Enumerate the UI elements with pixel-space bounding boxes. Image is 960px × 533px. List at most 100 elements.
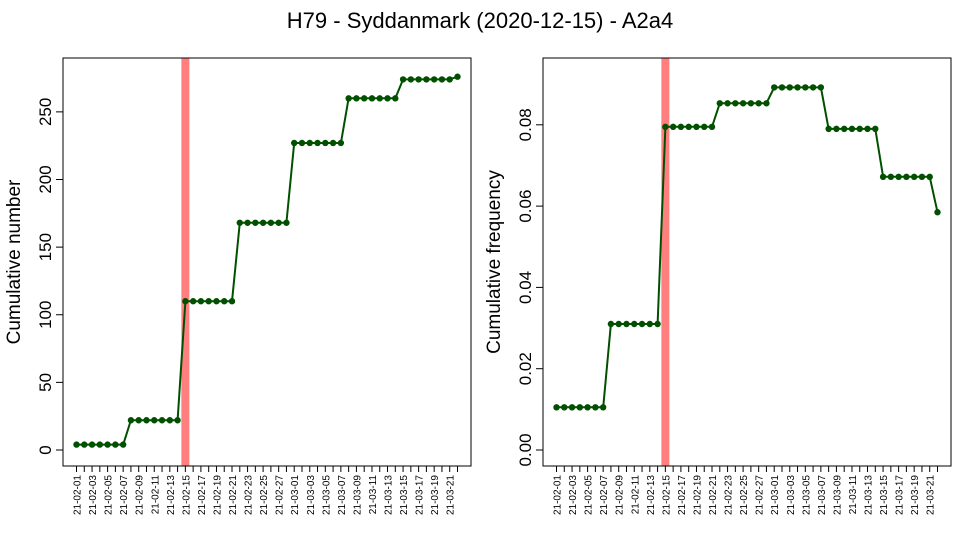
data-point [872,125,879,133]
data-point [399,76,407,83]
data-point [291,139,298,147]
highlight-band [181,58,190,466]
data-point [283,219,290,226]
data-point [802,84,809,91]
x-tick-label: 21-02-07 [599,475,610,515]
data-point [576,404,584,411]
data-point [322,139,329,147]
data-point [654,320,661,328]
data-point [739,100,747,107]
data-point [228,298,236,305]
data-point [423,76,430,83]
data-point [345,95,352,102]
x-tick-label: 21-03-21 [446,475,457,515]
x-tick-label: 21-03-09 [352,475,363,515]
data-point [174,417,181,424]
y-tick-label: 0.08 [516,108,535,141]
data-point [252,219,259,226]
x-tick-label: 21-02-27 [275,475,286,515]
data-point [454,73,461,80]
data-point [755,100,762,107]
data-point [73,441,80,448]
data-point [825,125,832,133]
y-axis-label: Cumulative number [4,179,25,344]
y-tick-label: 0.06 [516,190,535,223]
x-tick-label: 21-03-11 [848,475,859,515]
data-point [584,404,591,411]
data-point [81,441,88,448]
x-tick-label: 21-02-27 [755,475,766,515]
y-tick-label: 200 [36,165,55,193]
data-point [407,76,415,83]
data-point [677,123,685,131]
y-axis-label: Cumulative frequency [484,170,505,354]
x-tick-label: 21-03-19 [910,475,921,515]
data-point [119,441,127,448]
data-point [701,123,708,131]
x-tick-label: 21-03-09 [832,475,843,515]
x-tick-label: 21-02-21 [228,475,239,515]
x-tick-label: 21-03-17 [415,475,426,515]
data-point [817,84,825,91]
x-tick-label: 21-02-25 [739,475,750,515]
y-tick-label: 50 [36,373,55,392]
x-tick-label: 21-03-07 [817,475,828,515]
x-tick-label: 21-03-17 [895,475,906,515]
x-tick-label: 21-02-09 [135,475,146,515]
x-tick-label: 21-02-07 [119,475,130,515]
data-point [786,84,793,91]
data-point [182,298,189,305]
data-point [135,417,142,424]
y-tick-label: 0.04 [516,271,535,304]
data-point [221,298,228,305]
data-point [778,84,786,91]
data-point [568,404,576,411]
chart-title: H79 - Syddanmark (2020-12-15) - A2a4 [286,8,674,33]
data-point [693,123,700,131]
data-point [561,404,568,411]
x-tick-label: 21-03-03 [306,475,317,515]
data-point [685,123,692,131]
data-point [864,125,871,133]
data-point [151,417,158,424]
data-point [887,173,895,181]
x-tick-label: 21-03-01 [290,475,301,515]
data-point [623,320,630,328]
data-point [392,95,399,102]
data-point [384,95,391,102]
x-tick-label: 21-02-09 [615,475,626,515]
x-tick-label: 21-03-01 [770,475,781,515]
x-tick-label: 21-02-25 [259,475,270,515]
data-point [415,76,422,83]
data-point [376,95,383,102]
series-line [76,75,458,446]
x-tick-label: 21-02-13 [646,475,657,515]
data-point [724,100,731,107]
data-point [96,441,104,448]
x-tick-label: 21-03-13 [384,475,395,515]
x-tick-label: 21-02-19 [212,475,223,515]
y-tick-label: 100 [36,301,55,329]
chart-panel-1: 0 50 100 150 200 250 Cumulative number 21-02-01… [4,57,472,515]
data-point [794,84,801,91]
data-point [716,100,723,107]
x-tick-label: 21-02-23 [724,475,735,515]
x-tick-label: 21-03-13 [864,475,875,515]
data-point [213,298,220,305]
data-point [910,173,918,181]
data-point [553,404,560,411]
data-point [631,320,638,328]
data-point [368,95,376,102]
highlight-band [661,58,670,466]
data-point [205,298,212,305]
y-tick-label: 0 [36,445,55,454]
data-point [934,209,941,216]
x-tick-label: 21-02-17 [197,475,208,515]
x-tick-label: 21-02-05 [104,475,115,515]
x-tick-label: 21-03-21 [926,475,937,515]
y-tick-label: 0.00 [516,433,535,466]
x-tick-label: 21-02-21 [708,475,719,515]
data-point [771,84,778,91]
data-point [438,76,446,83]
